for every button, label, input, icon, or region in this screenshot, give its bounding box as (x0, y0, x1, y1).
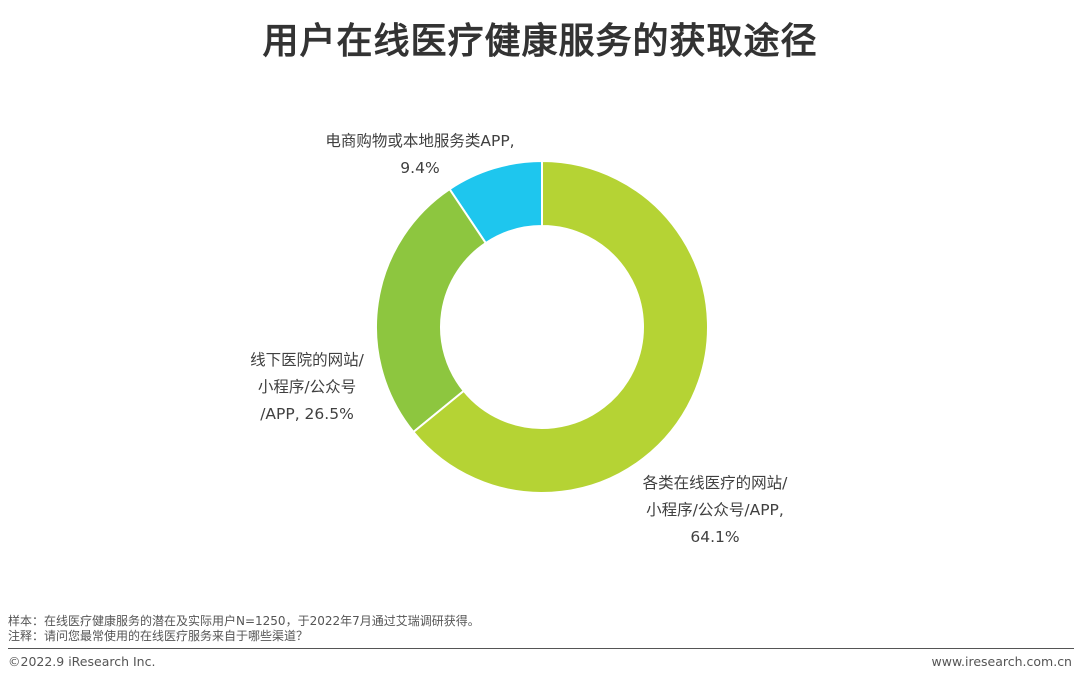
label-online-medical-line2: 小程序/公众号/APP, (646, 501, 784, 519)
label-ecommerce-app-line1: 电商购物或本地服务类APP, (325, 132, 515, 150)
slice-offline-hospital (375, 187, 488, 434)
label-online-medical-line1: 各类在线医疗的网站/ (642, 474, 788, 492)
question-note: 注释：请问您最常使用的在线医疗服务来自于哪些渠道？ (8, 629, 309, 643)
chart-title: 用户在线医疗健康服务的获取途径 (262, 21, 818, 62)
footer-divider (8, 648, 1074, 649)
label-offline-hospital-line2: 小程序/公众号 (257, 378, 357, 396)
label-offline-hospital-line1: 线下医院的网站/ (250, 351, 364, 369)
slice-online-medical (412, 159, 709, 494)
label-ecommerce-app-line2: 9.4% (400, 159, 440, 177)
footnotes: 样本：在线医疗健康服务的潜在及实际用户N=1250，于2022年7月通过艾瑞调研… (8, 614, 480, 644)
label-offline-hospital: 线下医院的网站/ 小程序/公众号 /APP, 26.5% (232, 347, 382, 428)
copyright-text: ©2022.9 iResearch Inc. (8, 654, 156, 669)
label-offline-hospital-line3: /APP, 26.5% (260, 405, 354, 423)
label-ecommerce-app: 电商购物或本地服务类APP, 9.4% (315, 128, 525, 182)
sample-note: 样本：在线医疗健康服务的潜在及实际用户N=1250，于2022年7月通过艾瑞调研… (8, 614, 480, 628)
label-online-medical-line3: 64.1% (690, 528, 740, 546)
website-link[interactable]: www.iresearch.com.cn (931, 654, 1073, 669)
label-online-medical: 各类在线医疗的网站/ 小程序/公众号/APP, 64.1% (620, 470, 810, 551)
